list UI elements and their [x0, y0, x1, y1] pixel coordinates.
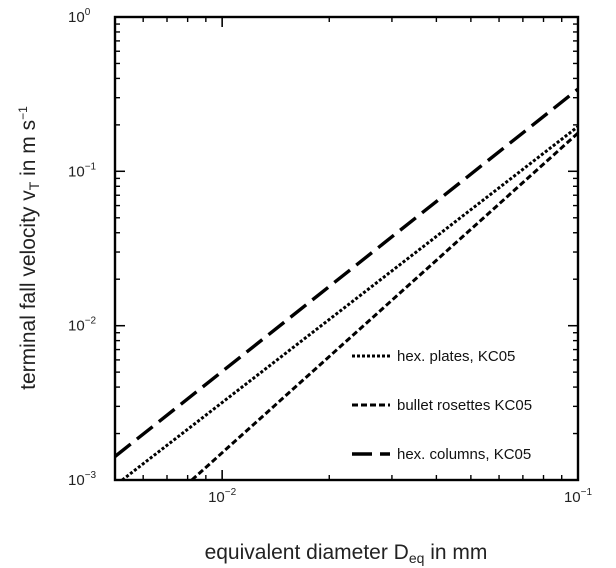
y-axis-label-mid: in m s: [17, 120, 40, 182]
x-axis-label-subscript: eq: [409, 550, 425, 566]
x-tick-label: 10−2: [208, 487, 237, 506]
y-tick-label: 10−1: [68, 161, 97, 180]
y-axis-label-subscript: T: [26, 181, 42, 190]
legend-label-2: bullet rosettes KC05: [397, 397, 532, 414]
y-axis-label-base: terminal fall velocity v: [17, 190, 40, 390]
x-axis-label: equivalent diameter Deq in mm: [205, 541, 488, 566]
x-axis-label-base: equivalent diameter D: [205, 541, 409, 564]
legend-label-3: hex. columns, KC05: [397, 446, 531, 463]
x-tick-label: 10−1: [564, 487, 593, 506]
plot-frame: [113, 15, 580, 482]
y-tick-label: 100: [68, 7, 91, 26]
x-axis-label-rest: in mm: [424, 541, 487, 564]
y-tick-labels: 10−3 10−2 10−1 100: [68, 7, 97, 489]
x-tick-labels: 10−2 10−1: [208, 487, 592, 506]
y-tick-label: 10−2: [68, 316, 97, 335]
series-lines: [113, 87, 580, 482]
series-line-2: [190, 131, 580, 482]
series-line-3: [113, 87, 580, 458]
series-line-1: [121, 125, 579, 482]
y-axis-label-superscript: −1: [16, 106, 30, 120]
legend-label-1: hex. plates, KC05: [397, 348, 515, 365]
axis-ticks: [114, 16, 579, 481]
y-tick-label: 10−3: [68, 470, 97, 489]
y-axis-label: terminal fall velocity vT in m s−1: [16, 106, 42, 390]
legend: hex. plates, KC05 bullet rosettes KC05 hex…: [352, 348, 532, 463]
